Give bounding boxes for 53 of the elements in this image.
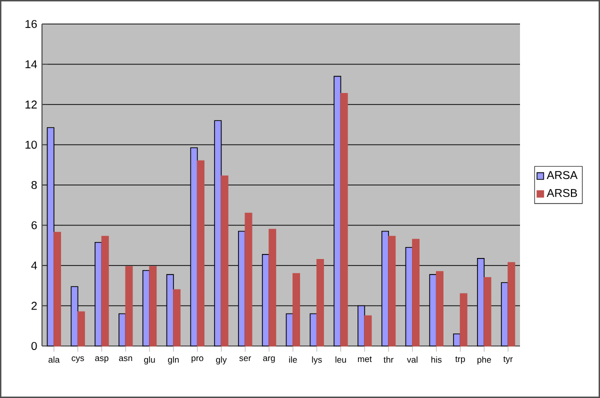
bar xyxy=(244,212,252,346)
bar xyxy=(292,273,300,346)
x-tick-label: thr xyxy=(384,356,394,363)
bar xyxy=(508,262,516,346)
bar xyxy=(484,277,492,346)
bar xyxy=(388,236,396,346)
x-tick-label: gly xyxy=(216,356,227,364)
legend-label: ARSB xyxy=(546,188,578,198)
bar xyxy=(101,236,109,346)
x-tick-label: arg xyxy=(263,356,275,363)
x-tick-label: glu xyxy=(144,356,155,364)
x-tick-label: tyr xyxy=(503,356,513,364)
x-tick-label: pro xyxy=(192,356,204,363)
bar xyxy=(149,266,157,346)
x-tick-label: his xyxy=(431,356,442,363)
y-tick-label: 6 xyxy=(32,221,37,230)
x-tick-label: met xyxy=(358,356,372,362)
bar xyxy=(364,315,372,346)
x-tick-label: gln xyxy=(168,356,179,364)
y-tick-label: 0 xyxy=(31,342,37,350)
x-tick-label: leu xyxy=(336,356,346,363)
bar xyxy=(268,228,276,346)
y-tick-label: 8 xyxy=(31,180,37,189)
bar xyxy=(125,266,133,346)
y-tick-label: 4 xyxy=(31,262,37,270)
y-tick-label: 14 xyxy=(26,60,37,68)
x-tick-label: trp xyxy=(455,356,465,364)
x-tick-label: cys xyxy=(72,356,84,363)
y-tick-label: 2 xyxy=(32,302,37,310)
x-tick-label: asp xyxy=(95,356,108,363)
x-tick-label: lys xyxy=(312,356,322,364)
bar xyxy=(196,160,204,346)
bar xyxy=(460,293,468,346)
bar xyxy=(316,259,324,346)
x-tick-label: ile xyxy=(289,356,297,363)
y-tick-label: 10 xyxy=(26,140,37,149)
y-tick-label: 12 xyxy=(26,100,37,108)
bar xyxy=(54,232,62,346)
bar xyxy=(118,313,126,346)
bar xyxy=(340,93,348,346)
y-tick-label: 16 xyxy=(26,20,37,28)
bar xyxy=(436,271,444,346)
x-tick-label: phe xyxy=(477,356,491,364)
bar xyxy=(220,176,228,346)
x-tick-label: asn xyxy=(119,356,132,362)
x-tick-label: ala xyxy=(48,356,60,363)
x-tick-label: ser xyxy=(239,356,252,362)
bar xyxy=(453,334,461,346)
bar xyxy=(173,289,181,346)
x-tick-label: val xyxy=(406,356,418,363)
legend-label: ARSA xyxy=(546,171,578,180)
bar xyxy=(412,238,420,346)
bar xyxy=(77,311,85,346)
